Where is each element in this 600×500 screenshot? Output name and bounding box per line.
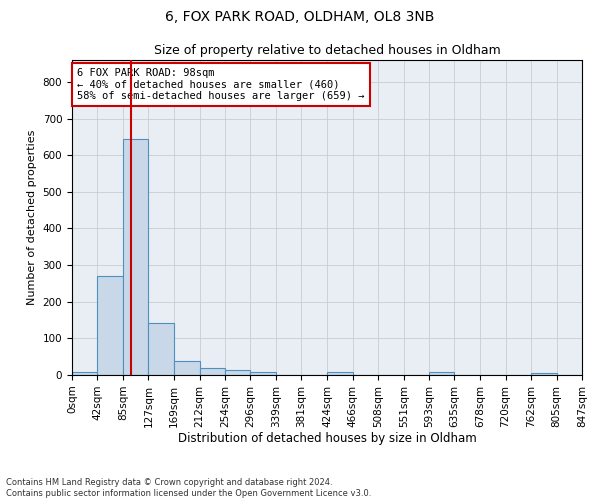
Text: 6, FOX PARK ROAD, OLDHAM, OL8 3NB: 6, FOX PARK ROAD, OLDHAM, OL8 3NB: [166, 10, 434, 24]
Bar: [72, 372, 97, 375]
Bar: [148, 322, 174, 375]
Text: Contains HM Land Registry data © Crown copyright and database right 2024.
Contai: Contains HM Land Registry data © Crown c…: [6, 478, 371, 498]
Bar: [225, 370, 250, 375]
Bar: [97, 276, 123, 375]
Bar: [429, 372, 454, 375]
Bar: [174, 362, 200, 375]
Bar: [123, 138, 148, 375]
Bar: [328, 372, 353, 375]
Bar: [200, 368, 225, 375]
Bar: [250, 372, 276, 375]
Title: Size of property relative to detached houses in Oldham: Size of property relative to detached ho…: [154, 44, 500, 58]
Text: 6 FOX PARK ROAD: 98sqm
← 40% of detached houses are smaller (460)
58% of semi-de: 6 FOX PARK ROAD: 98sqm ← 40% of detached…: [77, 68, 365, 101]
X-axis label: Distribution of detached houses by size in Oldham: Distribution of detached houses by size …: [178, 432, 476, 446]
Bar: [531, 373, 557, 375]
Y-axis label: Number of detached properties: Number of detached properties: [27, 130, 37, 305]
